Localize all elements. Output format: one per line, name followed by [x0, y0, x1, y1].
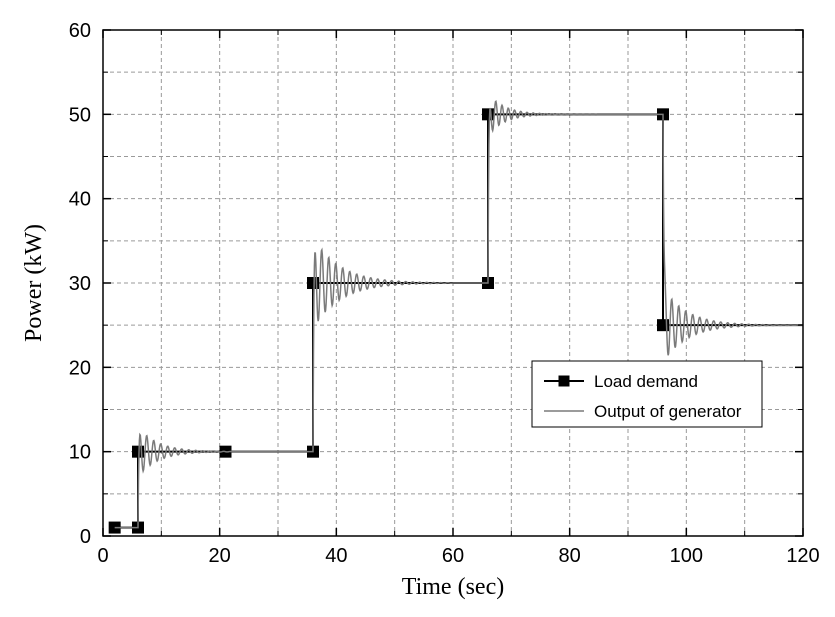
y-tick-label: 60 [69, 20, 91, 42]
x-tick-label: 120 [786, 545, 819, 567]
y-tick-label: 20 [69, 357, 91, 379]
x-tick-label: 100 [670, 545, 703, 567]
y-tick-label: 0 [80, 526, 91, 548]
chart-container: 0 20 40 60 80 100 120 0 10 20 30 40 50 60 Time (sec) Po… [0, 0, 835, 617]
x-tick-label: 40 [325, 545, 347, 567]
x-tick-label: 80 [559, 545, 581, 567]
y-tick-label: 40 [69, 189, 91, 211]
x-axis-label: Time (sec) [402, 574, 504, 600]
y-tick-label: 50 [69, 104, 91, 126]
y-tick-label: 10 [69, 442, 91, 464]
y-tick-label: 30 [69, 273, 91, 295]
x-tick-label: 20 [209, 545, 231, 567]
y-axis-label: Power (kW) [21, 224, 47, 342]
x-tick-label: 60 [442, 545, 464, 567]
power-time-chart: 0 20 40 60 80 100 120 0 10 20 30 40 50 60 Time (sec) Po… [0, 0, 835, 617]
x-tick-label: 0 [97, 545, 108, 567]
legend-item-label: Load demand [594, 372, 698, 391]
legend-item-label: Output of generator [594, 402, 742, 421]
